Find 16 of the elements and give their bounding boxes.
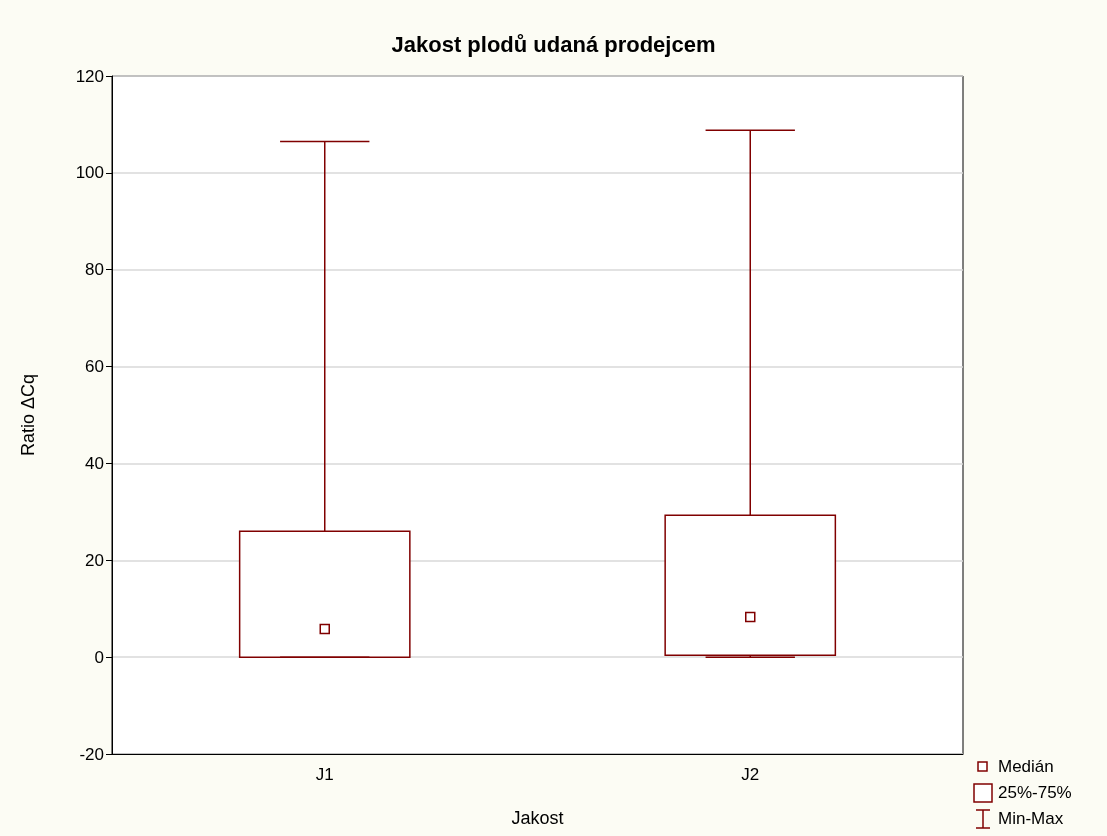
text: Min-Max bbox=[998, 809, 1064, 829]
chart-title: Jakost plodů udaná prodejcem bbox=[391, 31, 716, 57]
y-tick-label: 100 bbox=[75, 163, 104, 183]
y-tick-label: 60 bbox=[85, 357, 104, 377]
y-axis-title: Ratio ΔCq bbox=[18, 373, 38, 457]
y-tick-label: 80 bbox=[85, 260, 104, 280]
y-tick-label: -20 bbox=[79, 744, 104, 764]
x-axis-title: Jakost bbox=[511, 808, 564, 828]
y-tick-label: 20 bbox=[85, 550, 104, 570]
x-tick-label: J1 bbox=[315, 765, 334, 784]
y-tick-label: 120 bbox=[75, 66, 104, 86]
text: 25%-75% bbox=[998, 783, 1072, 803]
y-tick-label: 40 bbox=[85, 453, 104, 473]
text: Medián bbox=[998, 757, 1054, 777]
y-tick-label: 0 bbox=[94, 647, 104, 667]
x-tick-label: J2 bbox=[741, 765, 760, 784]
